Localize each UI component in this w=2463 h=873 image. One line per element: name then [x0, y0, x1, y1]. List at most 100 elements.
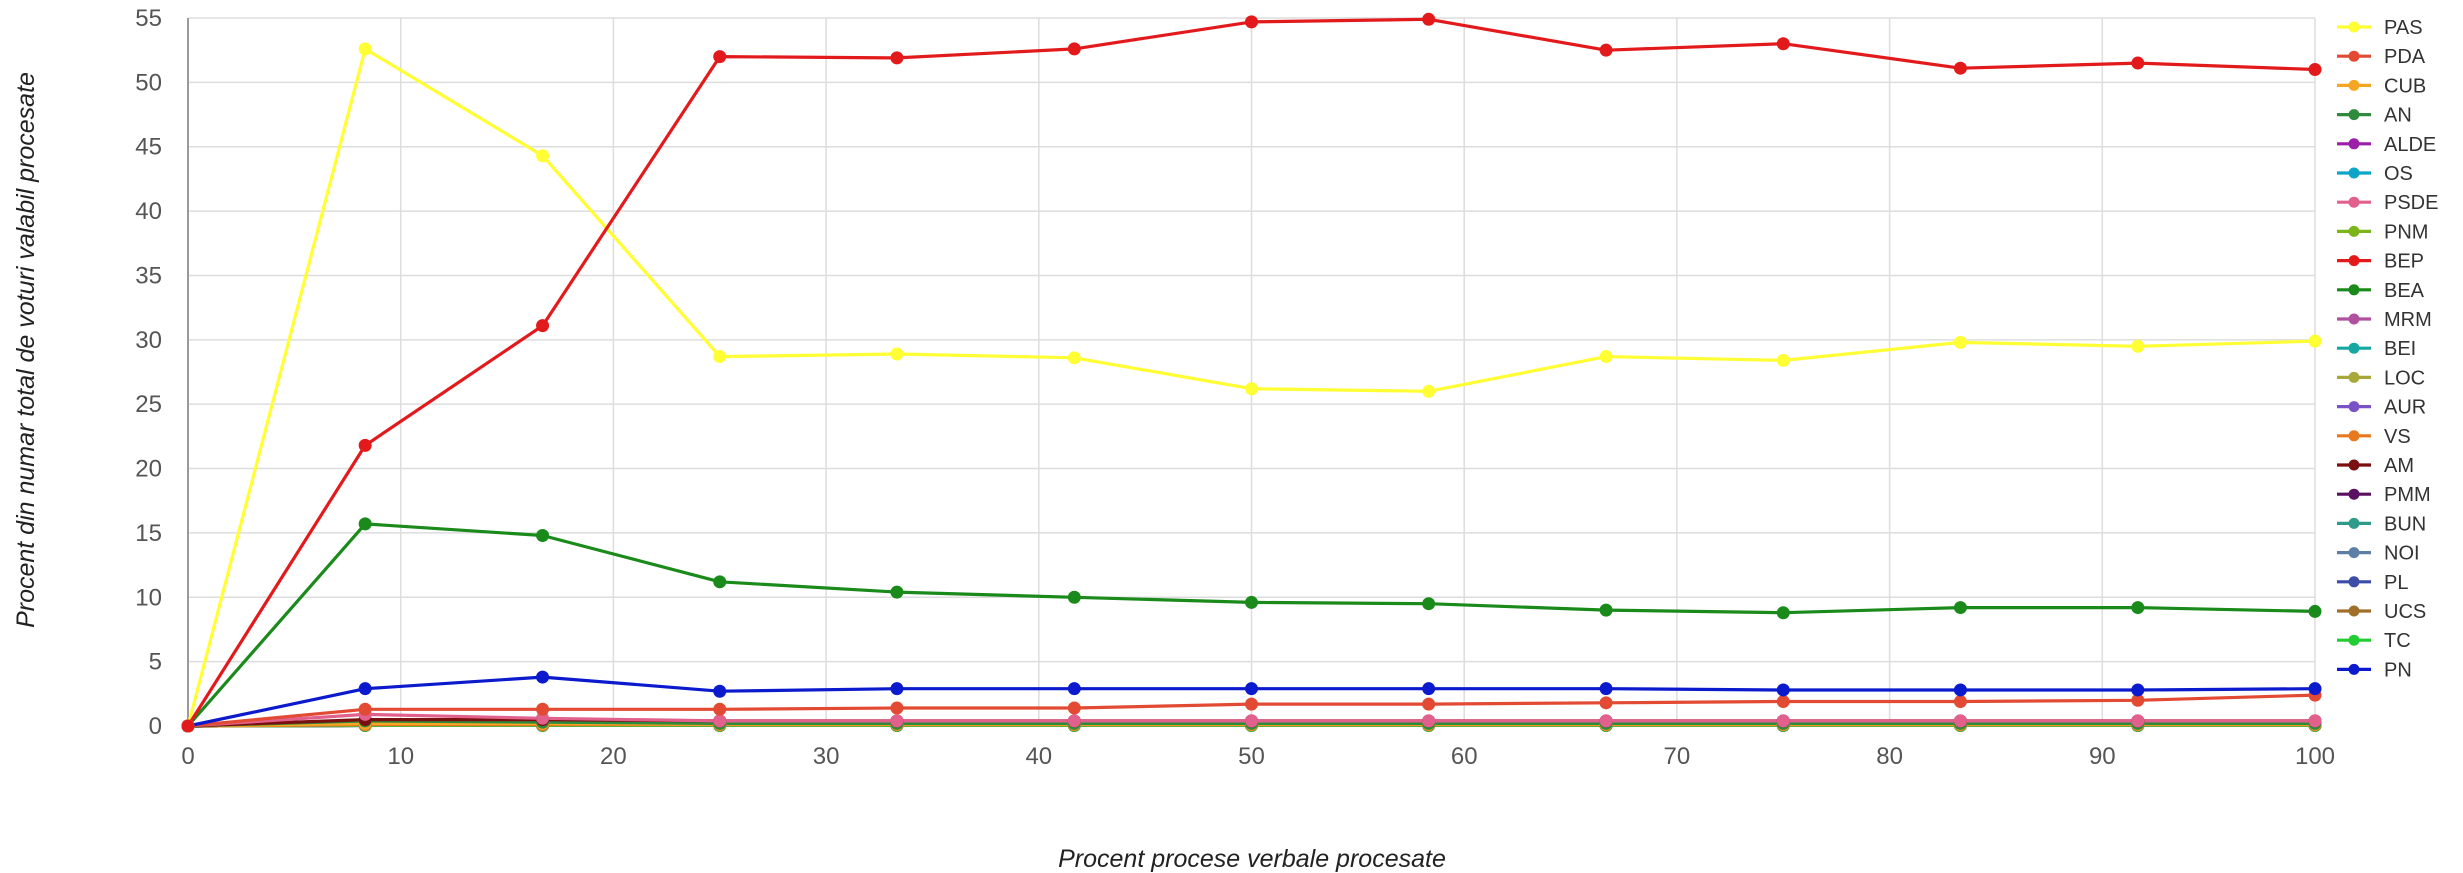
- x-tick-label: 10: [387, 743, 414, 770]
- legend-swatch-marker: [2348, 167, 2360, 179]
- data-point-bea: [890, 585, 904, 599]
- data-point-pas: [1776, 353, 1790, 367]
- data-point-psde: [713, 714, 727, 728]
- legend-swatch-marker: [2348, 634, 2360, 646]
- legend-label: PL: [2384, 572, 2408, 594]
- legend-swatch-marker: [2348, 342, 2360, 354]
- data-point-pn: [1067, 682, 1081, 696]
- legend-item-pmm[interactable]: PMM: [2337, 484, 2431, 506]
- legend-swatch-marker: [2348, 547, 2360, 559]
- legend-item-pas[interactable]: PAS: [2337, 17, 2423, 39]
- legend-label: PN: [2384, 659, 2412, 681]
- data-point-bep: [1953, 61, 1967, 75]
- data-point-bep: [181, 719, 195, 733]
- legend-label: LOC: [2384, 367, 2425, 389]
- legend: PAS PDA CUB AN ALDE OS PSDE PNM BEP BEA MRM BEI LOC A…: [2337, 17, 2438, 681]
- y-tick-label: 40: [135, 198, 162, 225]
- legend-label: OS: [2384, 163, 2413, 185]
- data-point-pn: [1422, 682, 1436, 696]
- legend-item-loc[interactable]: LOC: [2337, 367, 2425, 389]
- legend-swatch-marker: [2348, 605, 2360, 617]
- legend-item-pda[interactable]: PDA: [2337, 46, 2426, 68]
- legend-label: AM: [2384, 455, 2414, 477]
- legend-item-pl[interactable]: PL: [2337, 572, 2408, 594]
- data-point-pas: [1067, 351, 1081, 365]
- y-tick-label: 15: [135, 520, 162, 547]
- legend-item-vs[interactable]: VS: [2337, 426, 2411, 448]
- legend-swatch-marker: [2348, 284, 2360, 296]
- legend-swatch-marker: [2348, 21, 2360, 33]
- legend-item-bun[interactable]: BUN: [2337, 513, 2426, 535]
- legend-item-ucs[interactable]: UCS: [2337, 601, 2426, 623]
- legend-label: UCS: [2384, 601, 2426, 623]
- legend-item-am[interactable]: AM: [2337, 455, 2414, 477]
- legend-item-bei[interactable]: BEI: [2337, 338, 2416, 360]
- y-axis-title: Procent din numar total de voturi valabi…: [12, 72, 40, 628]
- y-tick-label: 50: [135, 69, 162, 96]
- legend-swatch-marker: [2348, 430, 2360, 442]
- data-point-pda: [358, 702, 372, 716]
- legend-label: PNM: [2384, 221, 2428, 243]
- legend-item-an[interactable]: AN: [2337, 105, 2412, 127]
- y-tick-labels: 0 5 10 15 20 25 30 35 40 45 50 55: [135, 5, 162, 740]
- legend-item-bep[interactable]: BEP: [2337, 251, 2424, 273]
- data-point-psde: [1599, 714, 1613, 728]
- legend-swatch-marker: [2348, 401, 2360, 413]
- data-point-pas: [1422, 384, 1436, 398]
- data-point-bep: [1245, 15, 1258, 29]
- legend-swatch-marker: [2348, 79, 2360, 91]
- data-point-pn: [713, 684, 727, 698]
- legend-label: VS: [2384, 426, 2411, 448]
- legend-item-bea[interactable]: BEA: [2337, 280, 2425, 302]
- legend-label: ALDE: [2384, 134, 2436, 156]
- legend-label: AUR: [2384, 397, 2426, 419]
- legend-item-tc[interactable]: TC: [2337, 630, 2411, 652]
- data-point-bea: [536, 528, 550, 542]
- x-tick-label: 20: [600, 743, 627, 770]
- data-point-pn: [358, 682, 372, 696]
- x-tick-label: 90: [2089, 743, 2116, 770]
- data-point-bea: [1067, 590, 1081, 604]
- legend-item-pn[interactable]: PN: [2337, 659, 2412, 681]
- data-point-pn: [2131, 683, 2145, 697]
- legend-item-aur[interactable]: AUR: [2337, 397, 2426, 419]
- legend-item-pnm[interactable]: PNM: [2337, 221, 2428, 243]
- legend-item-noi[interactable]: NOI: [2337, 543, 2420, 565]
- data-point-bep: [1599, 43, 1613, 57]
- legend-label: PAS: [2384, 17, 2423, 39]
- legend-item-mrm[interactable]: MRM: [2337, 309, 2432, 331]
- legend-swatch-marker: [2348, 313, 2360, 325]
- data-point-bep: [2308, 62, 2322, 76]
- data-point-psde: [2131, 714, 2145, 728]
- data-point-pn: [536, 670, 550, 684]
- legend-swatch-marker: [2348, 371, 2360, 383]
- legend-swatch-marker: [2348, 138, 2360, 150]
- legend-label: BEP: [2384, 251, 2424, 273]
- legend-label: TC: [2384, 630, 2411, 652]
- data-point-bep: [358, 438, 372, 452]
- legend-label: MRM: [2384, 309, 2432, 331]
- data-point-bep: [713, 50, 727, 64]
- data-point-pas: [358, 42, 372, 56]
- grid-lines: [188, 17, 2316, 726]
- data-point-bea: [713, 575, 727, 589]
- data-point-bep: [1067, 42, 1081, 56]
- x-axis-title: Procent procese verbale procesate: [1058, 845, 1446, 873]
- data-point-pda: [1245, 697, 1258, 711]
- data-point-bea: [1422, 597, 1436, 611]
- data-point-bea: [358, 517, 372, 531]
- legend-swatch-marker: [2348, 576, 2360, 588]
- x-tick-label: 60: [1451, 743, 1478, 770]
- y-tick-label: 20: [135, 456, 162, 483]
- legend-label: CUB: [2384, 75, 2426, 97]
- x-tick-label: 70: [1664, 743, 1691, 770]
- y-tick-label: 35: [135, 262, 162, 289]
- legend-item-cub[interactable]: CUB: [2337, 75, 2426, 97]
- legend-item-psde[interactable]: PSDE: [2337, 192, 2438, 214]
- legend-item-alde[interactable]: ALDE: [2337, 134, 2436, 156]
- data-point-pn: [1245, 682, 1258, 696]
- legend-item-os[interactable]: OS: [2337, 163, 2413, 185]
- data-point-pas: [1953, 335, 1967, 349]
- data-point-psde: [1245, 714, 1258, 728]
